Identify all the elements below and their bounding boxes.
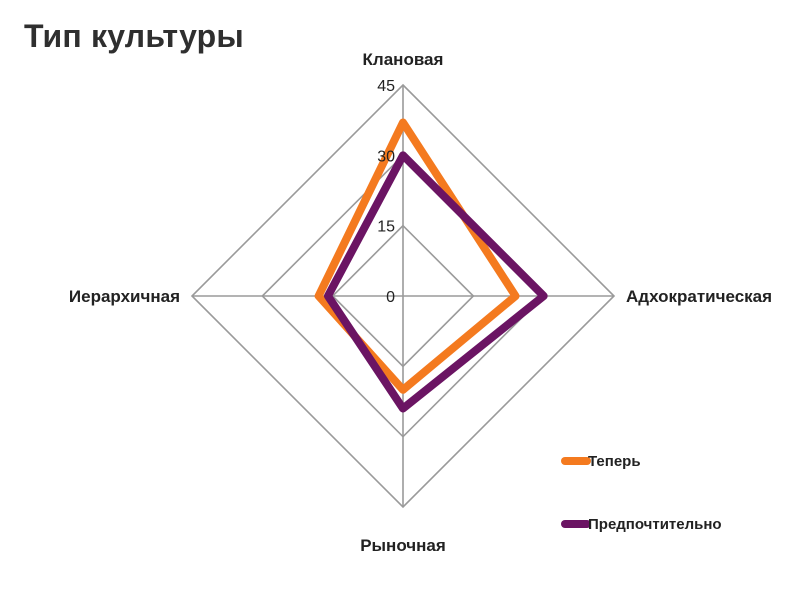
axis-label: Адхократическая xyxy=(626,287,772,306)
radar-labels: 0 15 30 45 Клановая Адхократическая Рыночная Ие… xyxy=(69,50,772,555)
legend: Теперь Предпочтительно xyxy=(561,453,722,533)
legend-label: Предпочтительно xyxy=(588,516,722,533)
axis-label: Рыночная xyxy=(360,536,446,555)
tick-label: 30 xyxy=(377,148,395,165)
series-line xyxy=(323,151,548,413)
tick-label: 0 xyxy=(386,289,395,306)
series-line xyxy=(314,118,520,394)
chart-title: Тип культуры xyxy=(24,18,244,54)
tick-label: 15 xyxy=(377,219,395,236)
radar-series-layer xyxy=(314,118,548,413)
radar-grid xyxy=(190,83,616,509)
axis-label: Иерархичная xyxy=(69,287,180,306)
tick-label: 45 xyxy=(377,78,395,95)
axis-label: Клановая xyxy=(363,50,444,69)
legend-label: Теперь xyxy=(588,453,641,470)
